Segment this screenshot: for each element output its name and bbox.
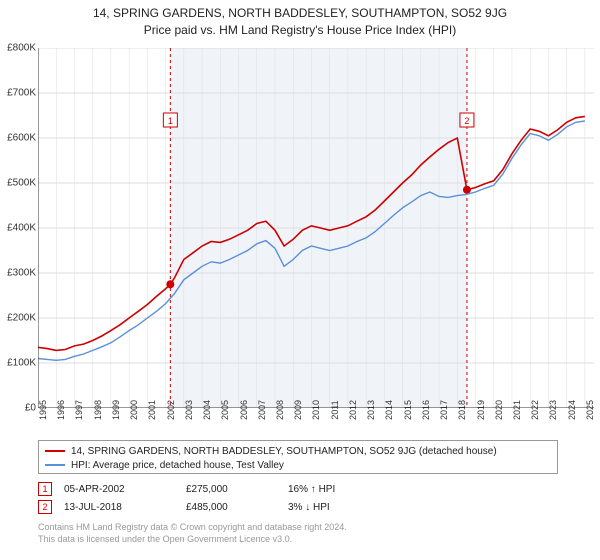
chart-container: 14, SPRING GARDENS, NORTH BADDESLEY, SOU…: [0, 0, 600, 560]
y-tick-label: £100K: [7, 358, 36, 369]
legend-label: HPI: Average price, detached house, Test…: [71, 460, 284, 471]
svg-text:2: 2: [464, 116, 469, 126]
x-tick-label: 2021: [512, 400, 522, 420]
x-tick-label: 2007: [257, 400, 267, 420]
legend: 14, SPRING GARDENS, NORTH BADDESLEY, SOU…: [38, 440, 558, 474]
x-tick-label: 2004: [202, 400, 212, 420]
x-tick-label: 2022: [530, 400, 540, 420]
legend-swatch: [45, 450, 65, 452]
x-tick-label: 2020: [494, 400, 504, 420]
x-tick-label: 2000: [129, 400, 139, 420]
y-tick-label: £500K: [7, 178, 36, 189]
transaction-hpi-delta: 3% ↓ HPI: [288, 502, 378, 513]
x-tick-label: 1995: [38, 400, 48, 420]
title-address: 14, SPRING GARDENS, NORTH BADDESLEY, SOU…: [0, 6, 600, 20]
marker-number-box: 1: [38, 482, 52, 496]
transaction-row: 1 05-APR-2002 £275,000 16% ↑ HPI: [38, 480, 558, 498]
legend-row: HPI: Average price, detached house, Test…: [45, 458, 551, 472]
transaction-date: 13-JUL-2018: [64, 502, 174, 513]
legend-row: 14, SPRING GARDENS, NORTH BADDESLEY, SOU…: [45, 444, 551, 458]
x-tick-label: 2014: [384, 400, 394, 420]
svg-text:1: 1: [168, 116, 173, 126]
footnote-line1: Contains HM Land Registry data © Crown c…: [38, 522, 558, 534]
x-tick-label: 2013: [366, 400, 376, 420]
x-tick-label: 2002: [166, 400, 176, 420]
marker-number-box: 2: [38, 500, 52, 514]
y-tick-label: £400K: [7, 223, 36, 234]
y-tick-label: £0: [25, 403, 36, 414]
x-tick-label: 2019: [476, 400, 486, 420]
x-tick-label: 2006: [239, 400, 249, 420]
x-tick-label: 2017: [439, 400, 449, 420]
transaction-hpi-delta: 16% ↑ HPI: [288, 484, 378, 495]
x-tick-label: 2003: [184, 400, 194, 420]
x-tick-label: 2010: [311, 400, 321, 420]
x-axis: 1995199619971998199920002001200220032004…: [38, 408, 594, 436]
chart-area: 12: [38, 48, 594, 408]
footnote-line2: This data is licensed under the Open Gov…: [38, 534, 558, 546]
x-tick-label: 1998: [93, 400, 103, 420]
transaction-date: 05-APR-2002: [64, 484, 174, 495]
x-tick-label: 2015: [403, 400, 413, 420]
x-tick-label: 1997: [74, 400, 84, 420]
y-tick-label: £700K: [7, 88, 36, 99]
x-tick-label: 1999: [111, 400, 121, 420]
footnote: Contains HM Land Registry data © Crown c…: [38, 522, 558, 545]
x-tick-label: 2009: [293, 400, 303, 420]
x-tick-label: 2024: [567, 400, 577, 420]
transaction-row: 2 13-JUL-2018 £485,000 3% ↓ HPI: [38, 498, 558, 516]
x-tick-label: 2008: [275, 400, 285, 420]
line-chart: 12: [38, 48, 594, 408]
y-tick-label: £600K: [7, 133, 36, 144]
x-tick-label: 2012: [348, 400, 358, 420]
transactions-table: 1 05-APR-2002 £275,000 16% ↑ HPI 2 13-JU…: [38, 480, 558, 516]
legend-swatch: [45, 464, 65, 466]
x-tick-label: 2011: [330, 400, 340, 419]
x-tick-label: 2018: [457, 400, 467, 420]
transaction-price: £485,000: [186, 502, 276, 513]
x-tick-label: 2023: [548, 400, 558, 420]
y-tick-label: £800K: [7, 43, 36, 54]
y-axis: £0£100K£200K£300K£400K£500K£600K£700K£80…: [0, 48, 38, 408]
x-tick-label: 2001: [147, 400, 157, 420]
x-tick-label: 2025: [585, 400, 595, 420]
x-tick-label: 2016: [421, 400, 431, 420]
legend-label: 14, SPRING GARDENS, NORTH BADDESLEY, SOU…: [71, 446, 497, 457]
title-block: 14, SPRING GARDENS, NORTH BADDESLEY, SOU…: [0, 0, 600, 39]
y-tick-label: £200K: [7, 313, 36, 324]
y-tick-label: £300K: [7, 268, 36, 279]
x-tick-label: 2005: [220, 400, 230, 420]
title-subtitle: Price paid vs. HM Land Registry's House …: [0, 23, 600, 37]
x-tick-label: 1996: [56, 400, 66, 420]
transaction-price: £275,000: [186, 484, 276, 495]
